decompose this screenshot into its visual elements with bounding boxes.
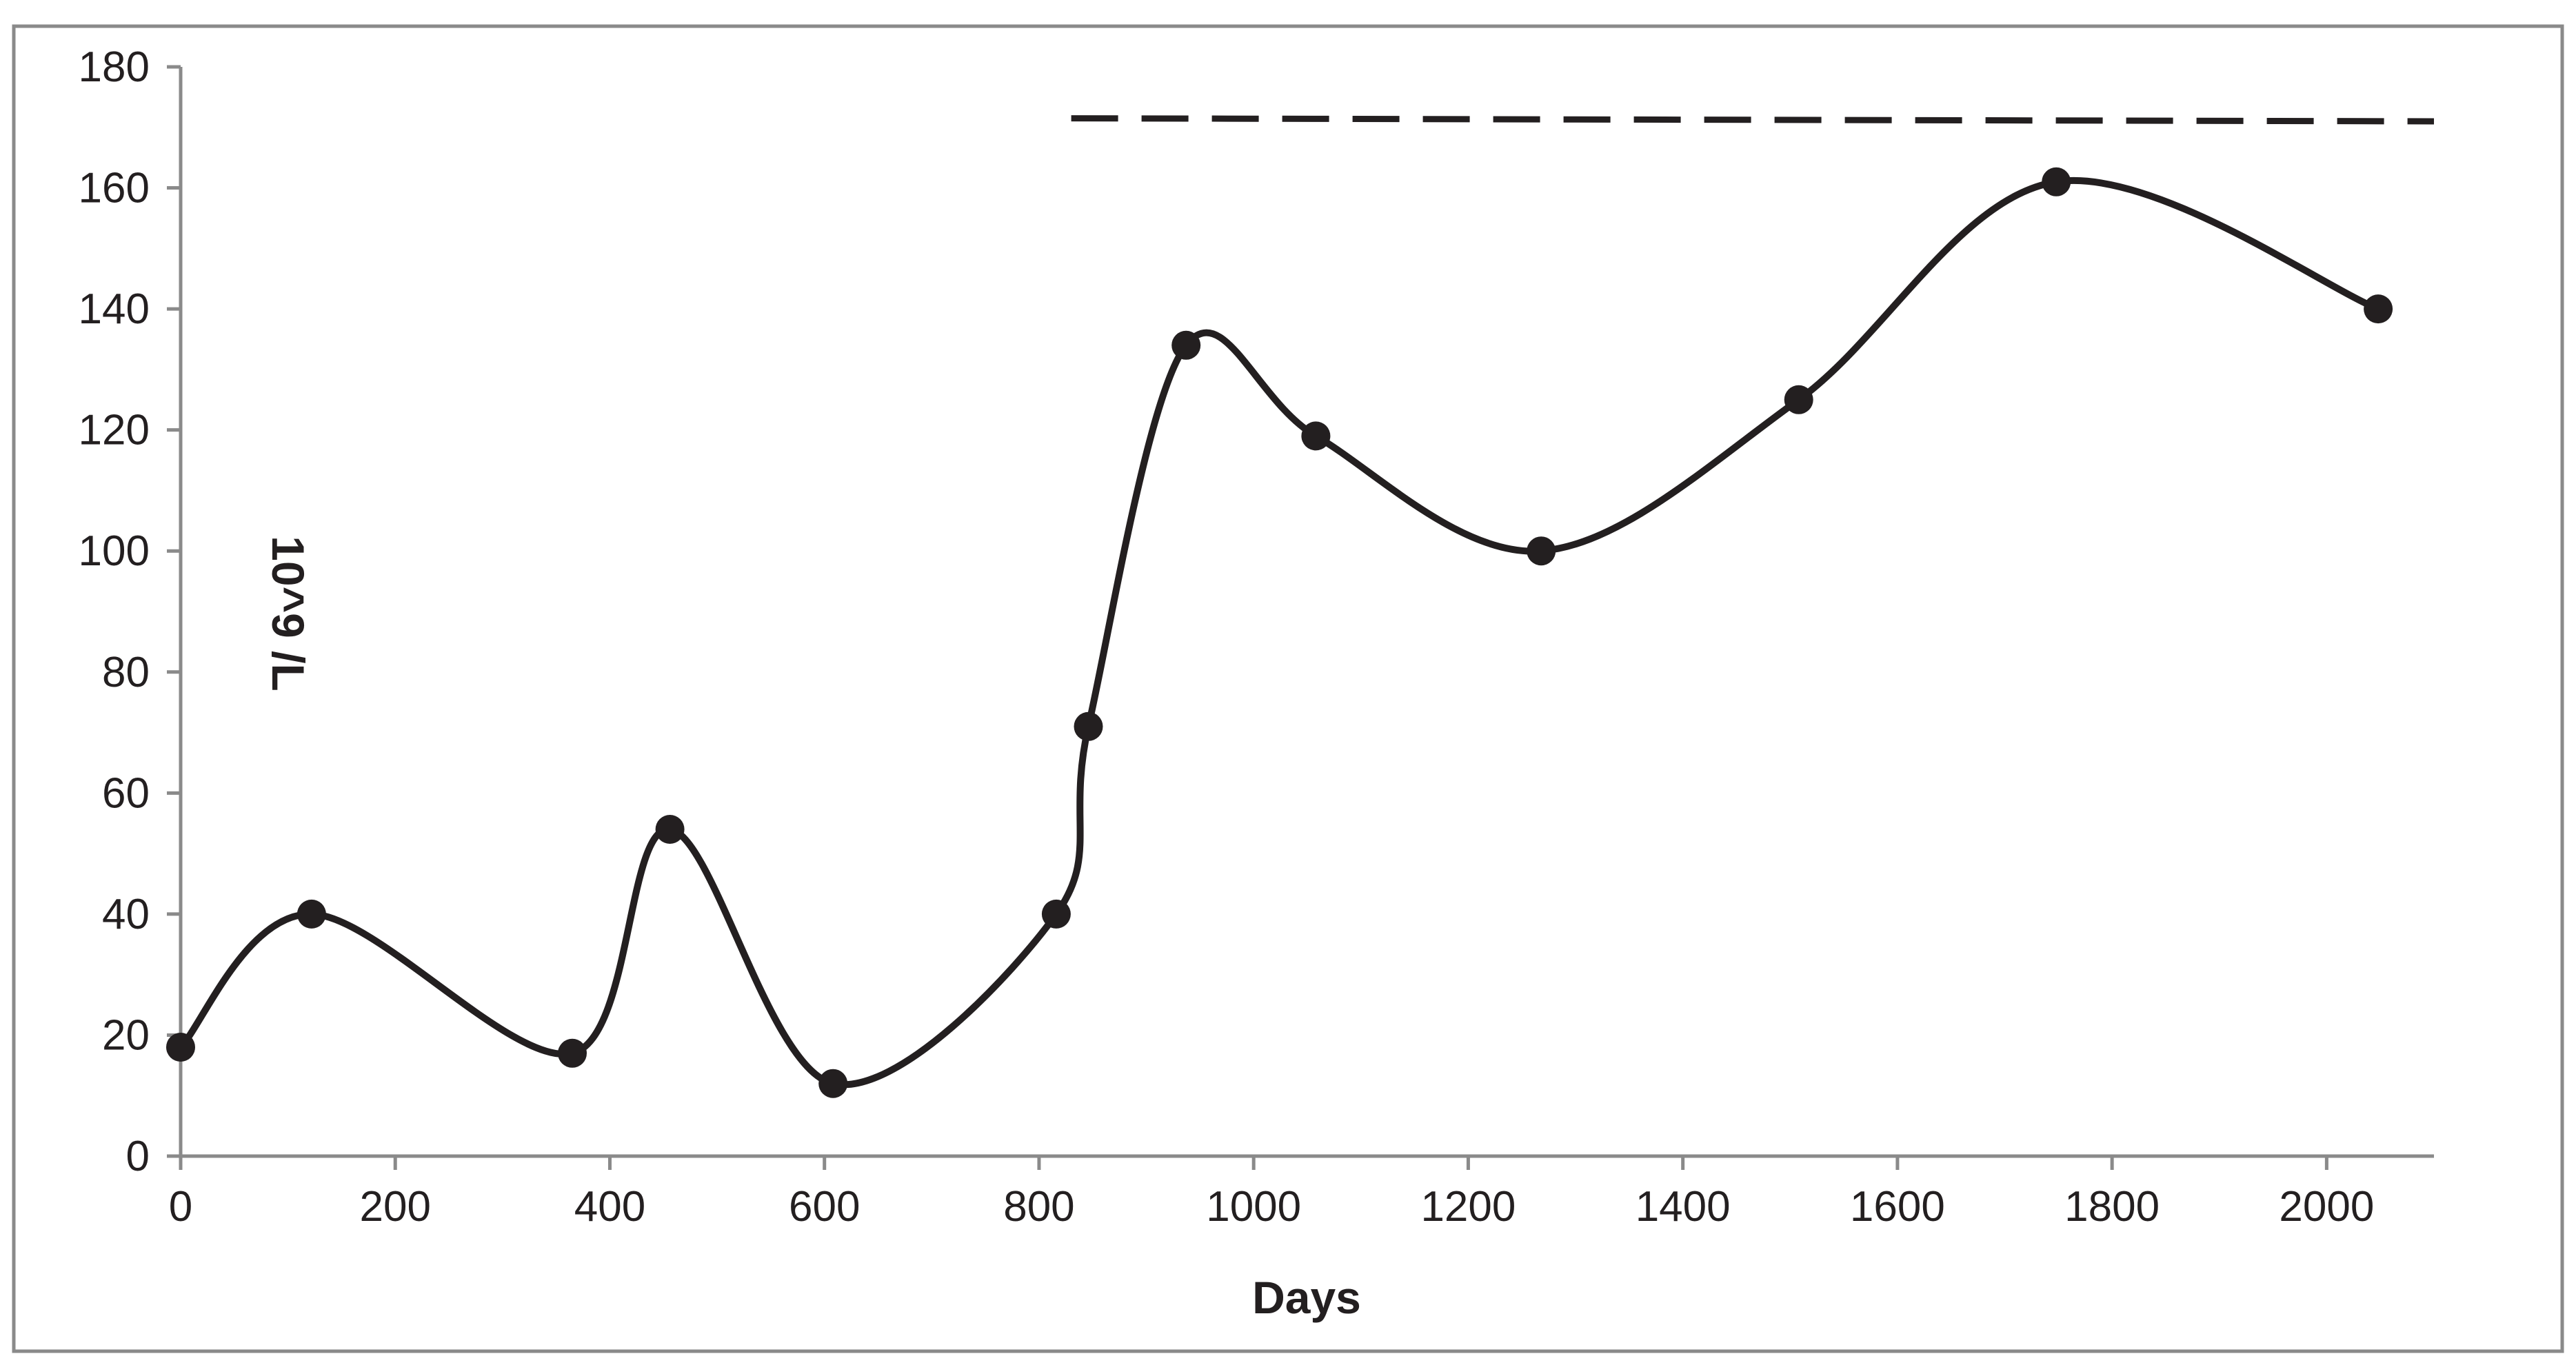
labels: Days 10^9 /L bbox=[263, 536, 1361, 1323]
x-tick-label: 400 bbox=[574, 1183, 645, 1231]
data-point-marker bbox=[1301, 421, 1331, 451]
data-point-marker bbox=[1171, 330, 1201, 360]
series-line bbox=[177, 177, 2382, 1089]
x-tick-label: 1400 bbox=[1636, 1183, 1731, 1231]
x-tick-label: 1600 bbox=[1850, 1183, 1945, 1231]
data-point-marker bbox=[1784, 385, 1813, 414]
x-tick-label: 200 bbox=[360, 1183, 431, 1231]
y-tick-label: 180 bbox=[79, 43, 150, 91]
x-tick-label: 0 bbox=[169, 1183, 192, 1231]
x-tick-label: 1200 bbox=[1420, 1183, 1516, 1231]
y-tick-label: 40 bbox=[102, 891, 150, 938]
data-point-marker bbox=[296, 899, 326, 929]
y-tick-label: 100 bbox=[79, 527, 150, 575]
x-tick-label: 800 bbox=[1003, 1183, 1074, 1231]
data-point-marker bbox=[818, 1069, 848, 1098]
chart-border bbox=[12, 24, 2564, 1353]
x-tick-label: 1800 bbox=[2064, 1183, 2160, 1231]
data-point-marker bbox=[166, 1033, 195, 1062]
data-point-marker bbox=[655, 815, 685, 844]
data-point-marker bbox=[1527, 536, 1556, 566]
x-tick-label: 2000 bbox=[2279, 1183, 2374, 1231]
y-tick-label: 80 bbox=[102, 649, 150, 696]
y-tick-label: 140 bbox=[79, 285, 150, 333]
x-axis-title: Days bbox=[1252, 1272, 1361, 1323]
y-tick-label: 0 bbox=[126, 1133, 150, 1180]
y-tick-label: 60 bbox=[102, 769, 150, 817]
data-point-marker bbox=[2042, 167, 2071, 196]
y-axis-title: 10^9 /L bbox=[263, 536, 314, 691]
data-point-marker bbox=[1041, 899, 1071, 929]
y-tick-label: 20 bbox=[102, 1011, 150, 1059]
x-tick-label: 600 bbox=[789, 1183, 860, 1231]
marker-layer bbox=[166, 167, 2393, 1098]
y-tick-label: 120 bbox=[79, 407, 150, 454]
series-layer bbox=[177, 115, 2435, 1089]
data-point-marker bbox=[2364, 294, 2393, 324]
x-tick-label: 1000 bbox=[1206, 1183, 1301, 1231]
data-point-marker bbox=[558, 1038, 587, 1068]
data-point-marker bbox=[1074, 711, 1103, 741]
reference-dashed-line bbox=[1071, 115, 2435, 125]
y-tick-label: 160 bbox=[79, 165, 150, 212]
